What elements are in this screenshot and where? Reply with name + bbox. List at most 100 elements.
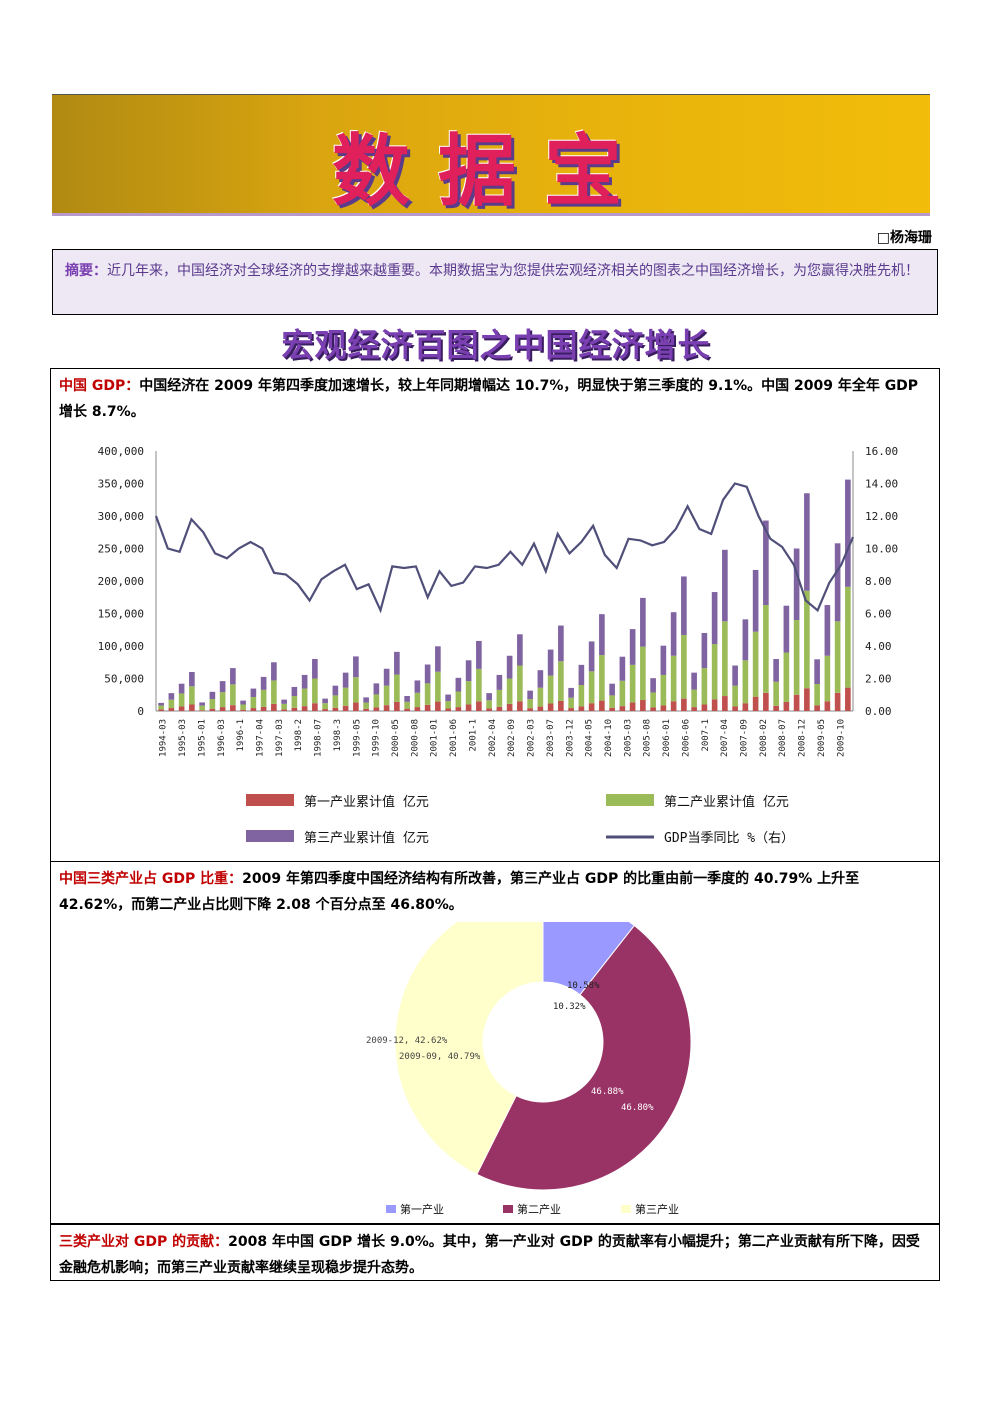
legend-swatch	[246, 794, 294, 806]
bar-primary	[599, 700, 605, 711]
bar-primary	[619, 706, 626, 711]
bar-secondary	[240, 704, 246, 710]
x-tick-label: 2002-09	[507, 719, 517, 757]
bar-primary	[342, 705, 349, 711]
bar-tertiary	[465, 660, 472, 682]
contribution-text: 2008 年中国 GDP 增长 9.0%。其中，第一产业对 GDP 的贡献率有小…	[59, 1234, 920, 1276]
bar-secondary	[783, 652, 790, 702]
bar-tertiary	[230, 668, 236, 685]
left-tick-label: 50,000	[104, 673, 144, 686]
bar-primary	[291, 707, 298, 711]
left-tick-label: 350,000	[98, 478, 144, 491]
bar-secondary	[260, 689, 267, 707]
bar-primary	[301, 706, 308, 711]
right-tick-label: 0.00	[865, 705, 892, 718]
bar-tertiary	[404, 695, 410, 702]
bar-secondary	[424, 683, 431, 705]
legend-label: 第一产业	[400, 1202, 444, 1216]
right-tick-label: 8.00	[865, 575, 892, 588]
donut-slice	[394, 922, 544, 1176]
bar-tertiary	[588, 641, 595, 672]
bar-secondary	[558, 661, 564, 701]
bar-primary	[814, 705, 820, 711]
bar-tertiary	[158, 702, 164, 706]
bar-primary	[793, 694, 800, 711]
bar-tertiary	[547, 649, 554, 676]
left-tick-label: 250,000	[98, 543, 144, 556]
section-title: 宏观经济百图之中国经济增长	[281, 326, 711, 364]
bar-tertiary	[650, 678, 656, 693]
donut-label: 10.58%	[567, 981, 600, 991]
bar-primary	[322, 709, 328, 711]
bar-secondary	[301, 688, 308, 707]
gdp-lead: 中国 GDP：	[59, 378, 140, 394]
bar-primary	[414, 707, 421, 711]
x-tick-label: 2007-1	[701, 719, 711, 752]
bar-primary	[373, 707, 380, 711]
bar-primary	[660, 705, 667, 711]
bar-tertiary	[219, 681, 226, 693]
legend-swatch	[606, 794, 654, 806]
bar-secondary	[650, 692, 656, 708]
abstract-lead: 摘要：	[65, 263, 107, 279]
right-tick-label: 14.00	[865, 478, 898, 491]
x-tick-label: 2002-03	[527, 719, 537, 757]
x-tick-label: 2006-01	[662, 719, 672, 757]
bar-secondary	[383, 685, 390, 706]
bar-tertiary	[424, 664, 431, 684]
donut-label: 2009-09, 40.79%	[399, 1052, 481, 1062]
bar-tertiary	[599, 614, 605, 656]
bar-secondary	[660, 674, 667, 706]
bar-secondary	[353, 677, 359, 703]
bar-primary	[209, 708, 216, 711]
left-tick-label: 150,000	[98, 608, 144, 621]
left-tick-label: 200,000	[98, 575, 144, 588]
bar-secondary	[701, 668, 708, 705]
bar-tertiary	[537, 670, 544, 688]
bar-tertiary	[845, 479, 851, 587]
bar-secondary	[404, 701, 410, 709]
bar-tertiary	[373, 683, 380, 695]
x-tick-label: 2004-05	[585, 719, 595, 757]
abstract-text: 近几年来，中国经济对全球经济的支撑越来越重要。本期数据宝为您提供宏观经济相关的图…	[107, 263, 919, 279]
bar-secondary	[691, 689, 697, 708]
bar-tertiary	[455, 677, 462, 692]
legend-swatch	[386, 1205, 396, 1213]
left-tick-label: 0	[137, 705, 144, 718]
bar-tertiary	[660, 645, 667, 675]
bar-tertiary	[199, 702, 205, 706]
bar-primary	[691, 707, 697, 711]
bar-tertiary	[496, 674, 503, 690]
bar-primary	[711, 699, 718, 711]
x-tick-label: 2007-04	[720, 719, 730, 757]
bar-tertiary	[722, 549, 728, 622]
bar-tertiary	[240, 700, 246, 705]
bar-tertiary	[301, 674, 308, 689]
bar-primary	[650, 707, 656, 711]
bar-tertiary	[609, 683, 615, 696]
bar-tertiary	[271, 662, 277, 681]
x-tick-label: 2007-09	[740, 719, 750, 757]
bar-primary	[783, 701, 790, 711]
bar-secondary	[711, 644, 718, 700]
bar-tertiary	[168, 693, 175, 700]
bar-primary	[670, 701, 677, 711]
right-tick-label: 6.00	[865, 608, 892, 621]
bar-secondary	[527, 699, 533, 709]
bar-secondary	[394, 674, 400, 702]
structure-paragraph: 中国三类产业占 GDP 比重：2009 年第四季度中国经济结构有所改善，第三产业…	[51, 862, 939, 922]
bar-secondary	[804, 590, 810, 689]
bar-tertiary	[260, 676, 267, 690]
bar-primary	[517, 701, 523, 711]
bar-primary	[476, 701, 482, 711]
bar-secondary	[199, 705, 205, 711]
structure-donut-chart: 10.58% 10.32% 46.88% 46.80% 2009-12, 42.62% 2…	[366, 922, 692, 1216]
x-tick-label: 1998-07	[314, 719, 324, 757]
x-tick-label: 2003-07	[546, 719, 556, 757]
bar-primary	[506, 703, 513, 711]
bar-tertiary	[670, 612, 677, 656]
bar-secondary	[752, 631, 759, 697]
bar-primary	[763, 692, 769, 711]
bar-secondary	[599, 655, 605, 701]
bar-secondary	[291, 696, 298, 708]
